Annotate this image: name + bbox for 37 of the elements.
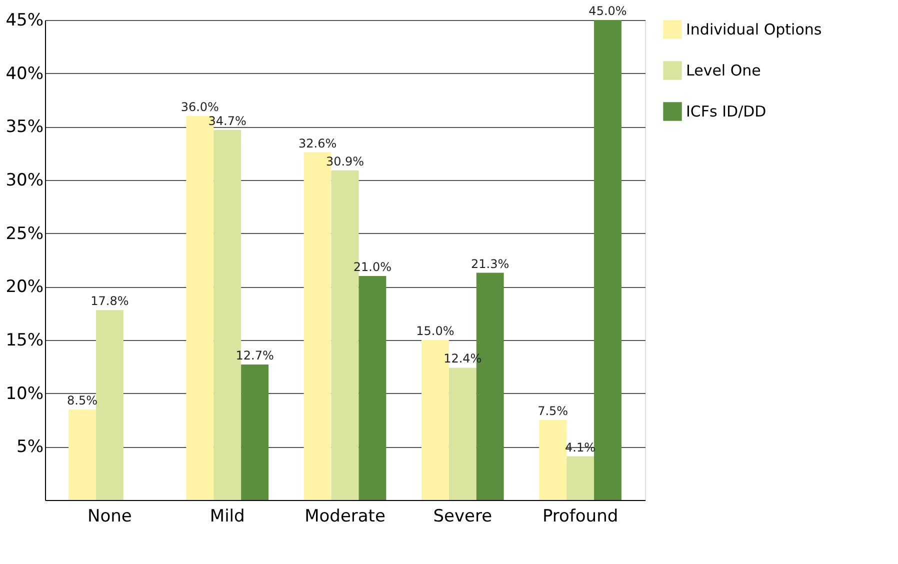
legend-label: ICFs ID/DD <box>686 102 766 120</box>
data-label: 21.0% <box>353 260 392 274</box>
legend-label: Individual Options <box>686 20 822 38</box>
data-label: 8.5% <box>67 393 98 408</box>
x-tick-label: Mild <box>210 506 245 526</box>
data-label: 12.7% <box>236 348 274 363</box>
legend-label: Level One <box>686 62 761 80</box>
data-label: 36.0% <box>180 100 219 114</box>
bar <box>241 364 269 500</box>
y-tick-label: 20% <box>6 277 44 298</box>
bar <box>68 409 96 500</box>
x-tick-label: None <box>88 506 132 526</box>
bar <box>448 368 476 500</box>
y-tick-label: 30% <box>6 170 44 190</box>
bar <box>594 20 622 500</box>
data-label: 17.8% <box>90 294 129 308</box>
data-label: 15.0% <box>416 324 454 338</box>
x-tick-label: Moderate <box>304 506 386 526</box>
data-label: 32.6% <box>298 136 337 150</box>
y-tick-label: 10% <box>6 384 44 404</box>
bar <box>539 420 567 500</box>
data-label: 30.9% <box>326 154 364 168</box>
bar <box>96 310 124 500</box>
y-tick-label: 40% <box>6 64 44 84</box>
bar <box>566 456 594 500</box>
x-tick-label: Severe <box>433 506 492 526</box>
x-tick-label: Profound <box>542 506 618 526</box>
bar <box>358 276 386 500</box>
y-tick-label: 25% <box>6 224 44 244</box>
data-label: 34.7% <box>208 114 246 128</box>
y-tick-label: 15% <box>6 330 44 350</box>
y-tick-label: 5% <box>16 437 44 458</box>
data-label: 45.0% <box>588 4 627 18</box>
y-tick-label: 35% <box>6 117 44 138</box>
y-tick-label: 45% <box>6 10 44 30</box>
data-label: 7.5% <box>538 404 568 418</box>
data-label: 21.3% <box>471 256 510 271</box>
